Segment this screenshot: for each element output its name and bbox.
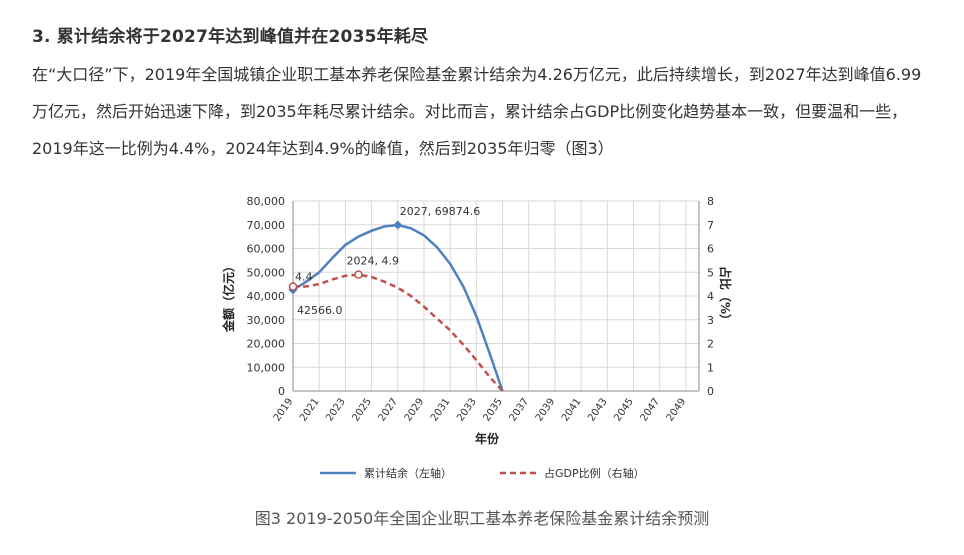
series-line-2: [293, 273, 504, 392]
y-left-tick-label: 20,000: [247, 338, 286, 351]
x-tick-label: 2037: [508, 396, 532, 423]
y-right-tick-label: 2: [707, 338, 714, 351]
x-tick-label: 2045: [612, 396, 636, 423]
x-tick-label: 2031: [429, 396, 453, 423]
y-right-tick-label: 4: [707, 290, 714, 303]
y-left-tick-label: 60,000: [247, 243, 286, 256]
y-left-tick-label: 80,000: [247, 195, 286, 208]
x-tick-label: 2049: [665, 396, 689, 423]
x-axis-title: 年份: [475, 431, 500, 446]
y-right-tick-label: 7: [707, 219, 714, 232]
x-tick-label: 2047: [639, 396, 663, 423]
y-right-tick-label: 0: [707, 385, 714, 398]
y-left-tick-label: 30,000: [247, 314, 286, 327]
y-right-tick-label: 1: [707, 361, 714, 374]
x-tick-label: 2021: [298, 396, 322, 423]
x-tick-label: 2035: [481, 396, 505, 423]
x-tick-label: 2019: [272, 396, 296, 423]
data-point-marker: [393, 220, 403, 230]
y-right-tick-label: 3: [707, 314, 714, 327]
y-left-tick-label: 40,000: [247, 290, 286, 303]
data-label: 42566.0: [297, 304, 343, 317]
y-right-tick-label: 5: [707, 266, 714, 279]
x-tick-label: 2039: [534, 396, 558, 423]
x-tick-label: 2029: [403, 396, 427, 423]
x-tick-label: 2027: [377, 396, 401, 423]
x-tick-label: 2023: [324, 396, 348, 423]
y-left-tick-label: 70,000: [247, 219, 286, 232]
data-point-marker: [288, 282, 298, 291]
x-tick-label: 2041: [560, 396, 584, 423]
x-tick-label: 2043: [586, 396, 610, 423]
y-left-tick-label: 0: [278, 385, 285, 398]
y-right-tick-label: 8: [707, 195, 714, 208]
y-right-axis-title: 占比（%）: [718, 266, 733, 326]
section-heading: 3. 累计结余将于2027年达到峰值并在2035年耗尽: [32, 27, 429, 47]
x-tick-label: 2033: [455, 396, 479, 423]
data-label: 2027, 69874.6: [400, 205, 480, 218]
y-right-tick-label: 6: [707, 243, 714, 256]
article-paragraph: 在“大口径”下，2019年全国城镇企业职工基本养老保险基金累计结余为4.26万亿…: [32, 65, 922, 158]
pension-fund-chart: 0 0 10,000 1 20,000 2 30,000 3 40,000 4 50,000 5 60,…: [215, 185, 735, 490]
x-tick-label: 2025: [350, 396, 374, 423]
figure-caption: 图3 2019-2050年全国企业职工基本养老保险基金累计结余预测: [254, 509, 710, 528]
y-left-tick-label: 10,000: [247, 361, 286, 374]
data-label: 2024, 4.9: [346, 255, 398, 268]
legend-label: 占GDP比例（右轴）: [544, 466, 645, 480]
y-left-tick-label: 50,000: [247, 266, 286, 279]
data-point-marker: [354, 270, 363, 279]
data-label: 4.4: [295, 271, 313, 284]
legend-label: 累计结余（左轴）: [364, 466, 452, 480]
y-left-axis-title: 金额（亿元）: [221, 260, 236, 333]
chart-svg: 0 0 10,000 1 20,000 2 30,000 3 40,000 4 50,000 5 60,…: [221, 195, 733, 480]
